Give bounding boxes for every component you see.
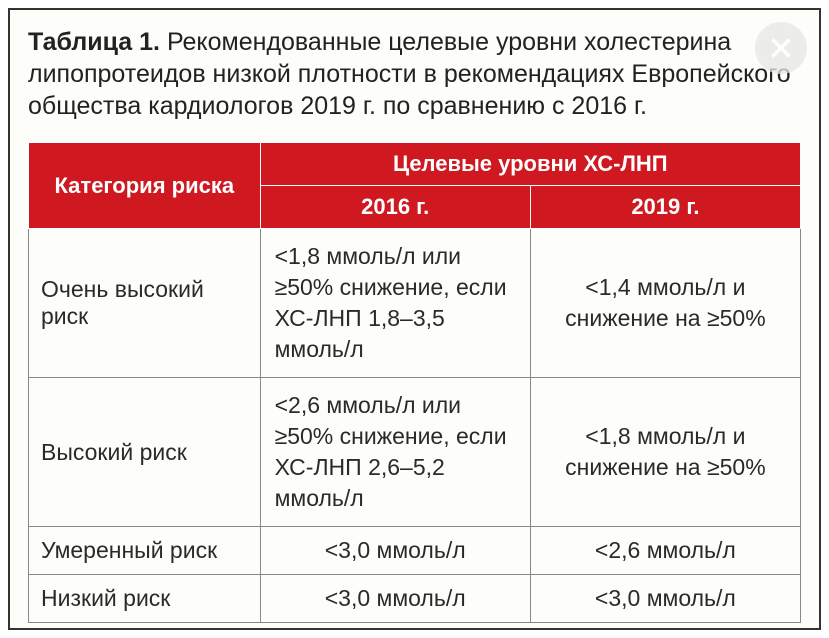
value-2019-cell: <1,4 ммоль/л и снижение на ≥50%: [530, 229, 800, 378]
value-2019-cell: <3,0 ммоль/л: [530, 575, 800, 623]
value-2016-cell: <3,0 ммоль/л: [260, 575, 530, 623]
risk-cell: Очень высокий риск: [29, 229, 261, 378]
table-header-row-1: Категория риска Целевые уровни ХС-ЛНП: [29, 143, 801, 186]
table-caption: Таблица 1. Рекомендованные целевые уровн…: [28, 26, 801, 122]
col-super-header: Целевые уровни ХС-ЛНП: [260, 143, 800, 186]
value-2019-cell: <1,8 ммоль/л и снижение на ≥50%: [530, 378, 800, 527]
table-row: Очень высокий риск <1,8 ммоль/л или ≥50%…: [29, 229, 801, 378]
table-label: Таблица 1.: [28, 28, 160, 56]
risk-cell: Высокий риск: [29, 378, 261, 527]
close-button[interactable]: [755, 22, 807, 74]
value-2019-cell: <2,6 ммоль/л: [530, 527, 800, 575]
table-row: Высокий риск <2,6 ммоль/л или ≥50% сниже…: [29, 378, 801, 527]
table-row: Низкий риск <3,0 ммоль/л <3,0 ммоль/л: [29, 575, 801, 623]
value-2016-cell: <2,6 ммоль/л или ≥50% снижение, если ХС-…: [260, 378, 530, 527]
table-row: Умеренный риск <3,0 ммоль/л <2,6 ммоль/л: [29, 527, 801, 575]
close-icon: [768, 35, 794, 61]
col-2016-header: 2016 г.: [260, 186, 530, 229]
value-2016-cell: <1,8 ммоль/л или ≥50% снижение, если ХС-…: [260, 229, 530, 378]
value-2016-cell: <3,0 ммоль/л: [260, 527, 530, 575]
table-card: Таблица 1. Рекомендованные целевые уровн…: [8, 8, 821, 630]
risk-cell: Умеренный риск: [29, 527, 261, 575]
risk-cell: Низкий риск: [29, 575, 261, 623]
col-risk-header: Категория риска: [29, 143, 261, 229]
col-2019-header: 2019 г.: [530, 186, 800, 229]
ldl-targets-table: Категория риска Целевые уровни ХС-ЛНП 20…: [28, 142, 801, 623]
